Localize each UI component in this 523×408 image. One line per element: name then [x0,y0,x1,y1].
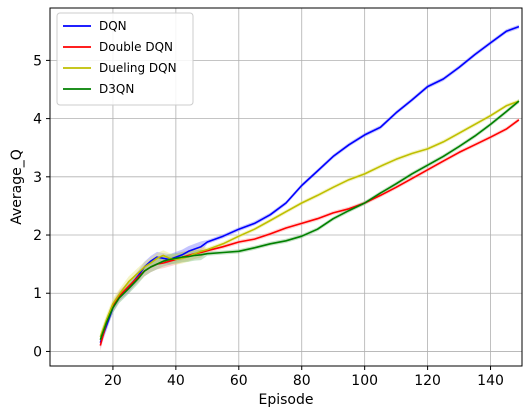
x-axis-label: Episode [259,392,314,408]
legend-label: DQN [99,19,127,33]
y-axis-label: Average_Q [9,149,25,225]
x-tick-label: 120 [414,373,441,389]
y-tick-label: 2 [33,228,42,244]
y-tick-label: 4 [33,112,42,128]
x-tick-label: 40 [167,373,185,389]
y-tick-label: 0 [33,344,42,360]
x-tick-label: 20 [104,373,122,389]
legend-label: Dueling DQN [99,61,177,75]
y-tick-label: 5 [33,53,42,69]
legend-label: Double DQN [99,40,173,54]
x-tick-label: 140 [477,373,504,389]
x-tick-label: 60 [230,373,248,389]
series-line-dueling-dqn [99,100,520,338]
legend-box [56,12,194,106]
axis-ticks: 20 40 60 80 100 120 140 0 1 2 3 4 5 [33,53,504,389]
legend: DQN Double DQN Dueling DQN D3QN [56,12,194,106]
band-double-dqn [100,117,519,351]
x-tick-label: 80 [293,373,311,389]
legend-label: D3QN [99,82,134,96]
x-tick-label: 100 [351,373,378,389]
grid [50,8,522,366]
y-tick-label: 3 [33,170,42,186]
y-tick-label: 1 [33,286,42,302]
series-line-d3qn [99,100,520,341]
series-lines [99,25,520,346]
plot-frame [49,7,523,367]
